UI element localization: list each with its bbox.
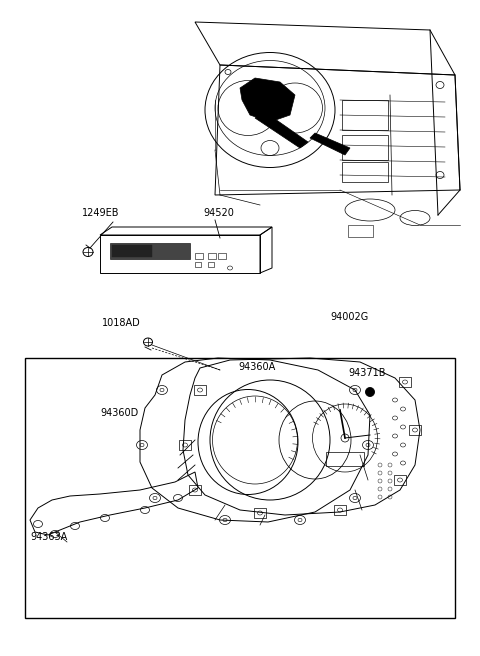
Bar (208, 253, 216, 259)
Bar (25, 358, 455, 618)
Text: 1249EB: 1249EB (82, 208, 120, 218)
Bar (348, 225, 373, 237)
Bar (112, 245, 152, 257)
Text: 94520: 94520 (203, 208, 234, 218)
Ellipse shape (365, 388, 374, 396)
Bar (394, 475, 406, 485)
Bar (208, 262, 214, 267)
Bar (409, 425, 421, 435)
Bar (218, 253, 226, 259)
Text: 94002G: 94002G (330, 312, 368, 322)
Bar (195, 253, 203, 259)
Bar (342, 135, 388, 160)
Text: 94360D: 94360D (100, 408, 138, 418)
Bar (399, 377, 411, 387)
Text: 1018AD: 1018AD (102, 318, 141, 328)
Bar (189, 485, 201, 495)
Bar (326, 452, 364, 466)
Bar (254, 508, 266, 518)
Bar (194, 385, 206, 395)
Bar (195, 262, 201, 267)
Text: 94360A: 94360A (238, 362, 275, 372)
Polygon shape (310, 133, 350, 155)
Bar (334, 505, 346, 515)
Polygon shape (240, 78, 295, 122)
Bar (342, 162, 388, 182)
Text: 94363A: 94363A (30, 532, 67, 542)
Bar (179, 440, 191, 450)
Polygon shape (255, 112, 308, 148)
Text: 94371B: 94371B (348, 368, 385, 378)
Bar (110, 243, 190, 259)
Bar (342, 100, 388, 130)
